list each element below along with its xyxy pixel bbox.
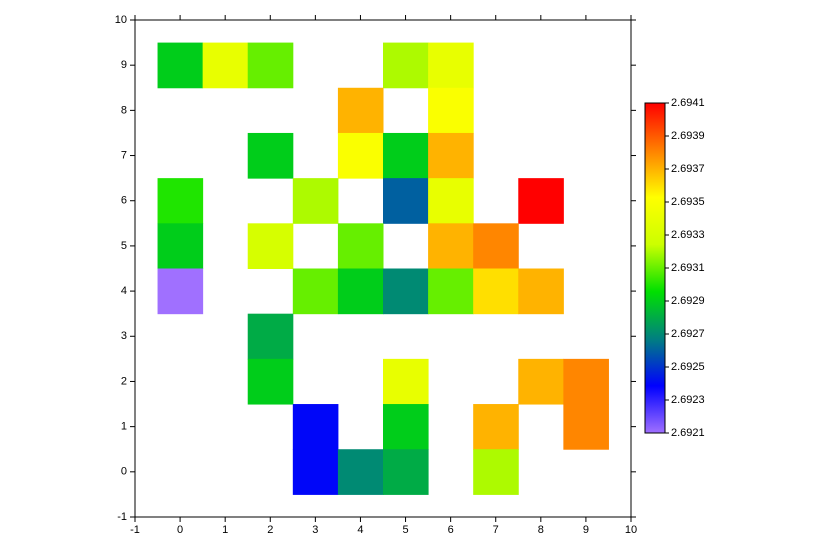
x-tick-label: 9 [583,524,589,536]
colorbar-tick-label: 2.6927 [671,328,705,340]
heatmap-cell [518,268,564,315]
colorbar-tick-label: 2.6941 [671,97,705,109]
x-tick-label: -1 [130,524,140,536]
heatmap-cell [383,358,429,405]
y-tick-label: 3 [121,330,127,342]
colorbar-tick-label: 2.6937 [671,163,705,175]
heatmap-cell [337,132,384,179]
heatmap-cell [292,268,339,315]
heatmap-cell [337,87,384,134]
heatmap-cell [157,223,204,269]
heatmap-cell [247,358,294,405]
y-tick-label: 0 [121,466,127,478]
y-tick-label: 9 [121,59,127,71]
heatmap-cell [428,223,474,269]
colorbar-tick-label: 2.6921 [671,427,705,439]
x-tick-label: 3 [312,524,318,536]
y-tick-label: 1 [121,421,127,433]
heatmap-cell [157,42,204,89]
x-tick-label: 7 [493,524,499,536]
x-tick-label: 2 [267,524,273,536]
colorbar-tick-label: 2.6931 [671,262,705,274]
heatmap-cell [473,404,519,450]
heatmap-cell [292,449,339,495]
y-tick-label: 5 [121,240,127,252]
x-tick-label: 6 [448,524,454,536]
heatmap-cell [383,404,429,450]
y-tick-label: 2 [121,375,127,387]
x-tick-label: 1 [222,524,228,536]
y-tick-label: 8 [121,104,127,116]
colorbar-tick-label: 2.6923 [671,394,705,406]
x-tick-label: 10 [625,524,637,536]
heatmap-cell [247,132,294,179]
colorbar-tick-label: 2.6935 [671,196,705,208]
heatmap-cell [157,178,204,224]
y-tick-label: 7 [121,149,127,161]
heatmap-cell [157,268,204,315]
heatmap-cell [428,87,474,134]
colorbar-tick-label: 2.6939 [671,130,705,142]
y-tick-label: 10 [115,14,127,26]
heatmap-cell [247,42,294,89]
heatmap-cell [518,358,564,405]
heatmap-cell [473,268,519,315]
heatmap-cell [202,42,249,89]
heatmap-cell [292,178,339,224]
y-tick-label: -1 [117,511,127,523]
heatmap-cell [563,358,609,405]
heatmap-cell [428,42,474,89]
heatmap-cell [247,223,294,269]
heatmap-cell [337,223,384,269]
heatmap-cell [428,178,474,224]
x-tick-label: 0 [177,524,183,536]
y-tick-label: 6 [121,195,127,207]
heatmap-cell [383,178,429,224]
heatmap-cell [518,178,564,224]
heatmap-cell [292,404,339,450]
heatmap-cell [247,313,294,360]
y-tick-label: 4 [121,285,127,297]
heatmap-cell [383,132,429,179]
heatmap-cell [473,449,519,495]
x-tick-label: 4 [357,524,363,536]
plot-frame [134,19,632,518]
heatmap-cell [428,268,474,315]
colorbar [644,102,666,434]
x-tick-label: 5 [402,524,408,536]
x-tick-label: 8 [538,524,544,536]
heatmap-cell [383,449,429,495]
heatmap-cell [383,42,429,89]
heatmap-cell [337,449,384,495]
heatmap-cell [383,268,429,315]
heatmap-cell [473,223,519,269]
heatmap-cell [337,268,384,315]
heatmap-cell [428,132,474,179]
heatmap-cell [563,404,609,450]
colorbar-tick-label: 2.6925 [671,361,705,373]
colorbar-tick-label: 2.6933 [671,229,705,241]
colorbar-tick-label: 2.6929 [671,295,705,307]
